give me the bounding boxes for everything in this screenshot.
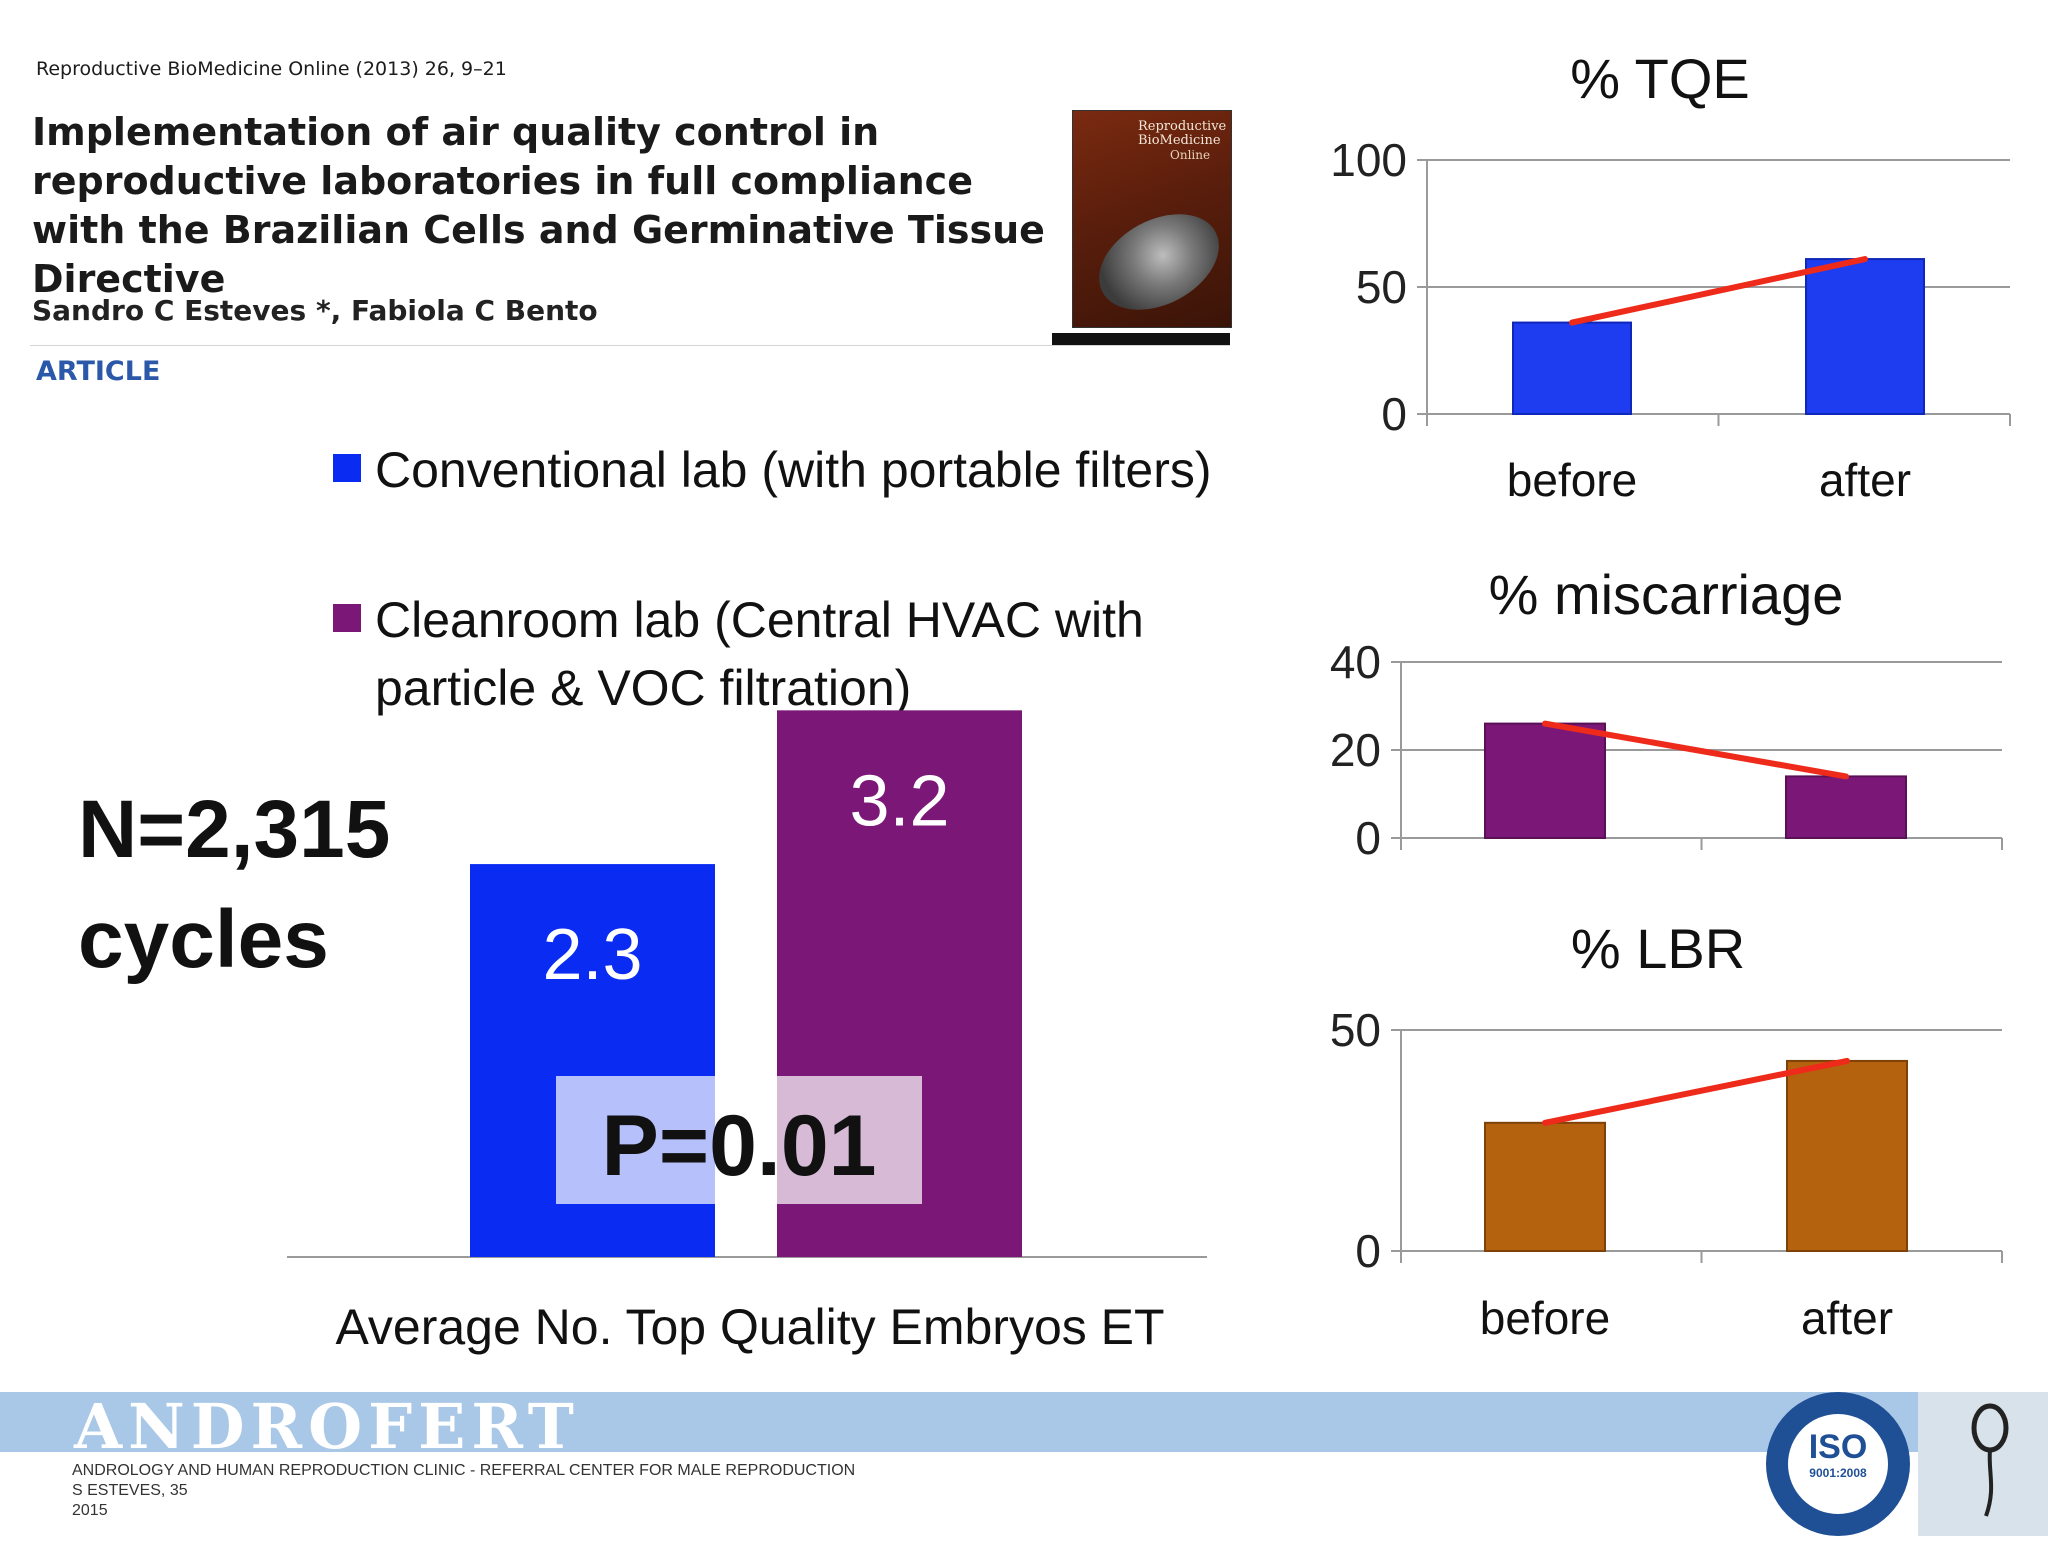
lbr-ytick-label: 50 (1330, 1004, 1381, 1056)
main-bar-value-label: 3.2 (849, 761, 949, 841)
lbr-title: % LBR (1571, 917, 1745, 980)
miscarriage-ytick-label: 20 (1330, 724, 1381, 776)
miscarriage-ytick-label: 40 (1330, 636, 1381, 688)
iso-label: ISO (1788, 1428, 1888, 1467)
footer-line-clinic: ANDROLOGY AND HUMAN REPRODUCTION CLINIC … (72, 1462, 855, 1480)
clinic-logo-icon (1918, 1392, 2048, 1536)
main-chart-xlabel: Average No. Top Quality Embryos ET (280, 1298, 1220, 1356)
tqe-ytick-label: 100 (1330, 134, 1407, 186)
footer-line-author: S ESTEVES, 35 (72, 1482, 188, 1500)
sperm-logo-icon (1918, 1392, 2048, 1536)
main-bar-value-label: 2.3 (542, 915, 642, 995)
lbr-category-label: after (1801, 1292, 1893, 1344)
brand-logo-text: ANDROFERT (74, 1390, 580, 1463)
lbr-bar-before (1485, 1123, 1605, 1251)
tqe-bar-before (1513, 323, 1631, 414)
miscarriage-ytick-label: 0 (1355, 812, 1381, 864)
lbr-ytick-label: 0 (1355, 1225, 1381, 1277)
tqe-title: % TQE (1570, 47, 1749, 110)
miscarriage-bar-after (1786, 776, 1906, 838)
main-bar-chart: 2.3 3.2 P=0.01 % TQE 0 50 100 before after % misc… (0, 0, 2048, 1392)
tqe-category-label: before (1507, 454, 1637, 506)
tqe-ytick-label: 0 (1381, 388, 1407, 440)
lbr-bar-after (1787, 1061, 1907, 1251)
p-value-label: P=0.01 (602, 1098, 877, 1194)
tqe-ytick-label: 50 (1356, 261, 1407, 313)
iso-standard: 9001:2008 (1788, 1466, 1888, 1480)
tqe-bar-after (1806, 259, 1924, 414)
miscarriage-title: % miscarriage (1489, 563, 1844, 626)
lbr-category-label: before (1480, 1292, 1610, 1344)
footer-line-year: 2015 (72, 1502, 108, 1520)
miscarriage-bar-before (1485, 724, 1605, 838)
tqe-category-label: after (1819, 454, 1911, 506)
